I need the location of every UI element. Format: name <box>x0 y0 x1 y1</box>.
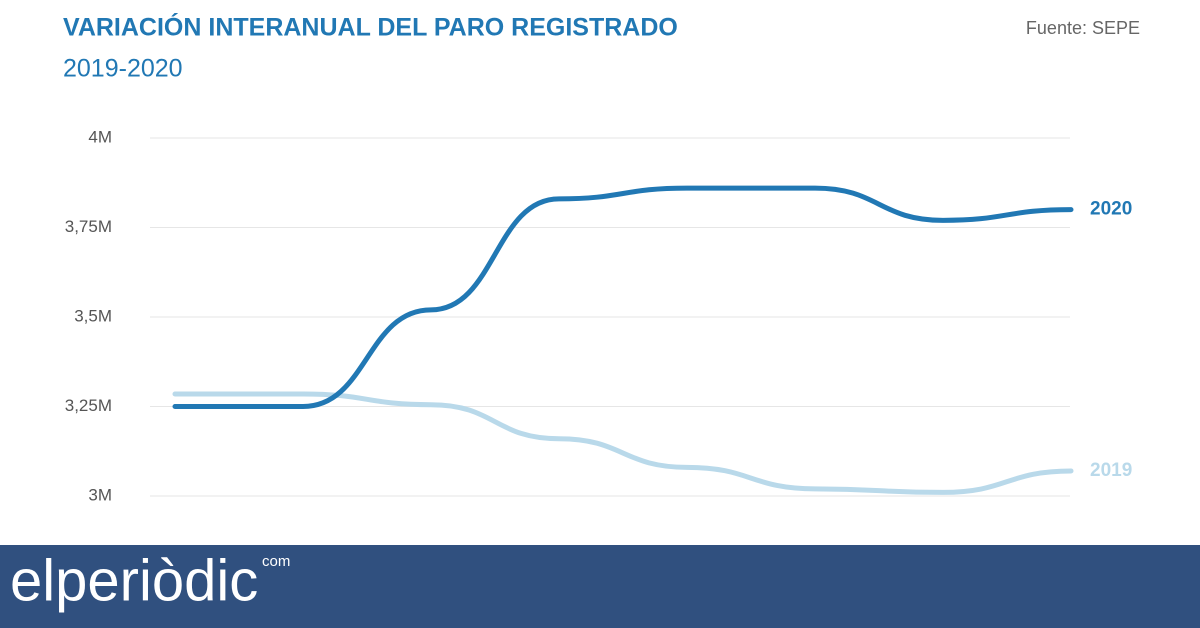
y-tick-label: 3,5M <box>74 306 112 325</box>
chart-title: VARIACIÓN INTERANUAL DEL PARO REGISTRADO <box>63 12 678 42</box>
footer-banner <box>0 545 1200 628</box>
legend-label: 2020 <box>1090 199 1132 220</box>
y-tick-label: 3,25M <box>65 396 112 415</box>
line-series <box>172 185 1074 410</box>
source: Fuente: SEPE <box>1026 18 1140 38</box>
brand: elperiòdic <box>10 548 258 613</box>
line-series <box>172 391 1074 495</box>
brand-suffix: com <box>262 553 290 570</box>
y-tick-label: 3,75M <box>65 217 112 236</box>
y-tick-label: 4M <box>88 127 112 146</box>
chart-subtitle: 2019-2020 <box>63 55 183 83</box>
y-tick-label: 3M <box>88 485 112 504</box>
legend-label: 2019 <box>1090 460 1132 481</box>
